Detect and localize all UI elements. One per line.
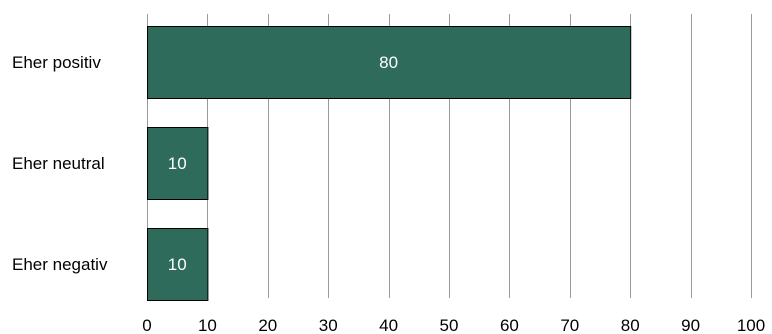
x-tick-label: 0 xyxy=(142,316,151,334)
category-label: Eher positiv xyxy=(12,53,101,72)
x-tick-label: 10 xyxy=(198,316,217,334)
x-tick-label: 100 xyxy=(737,316,765,334)
x-tick-label: 80 xyxy=(621,316,640,334)
x-tick-label: 50 xyxy=(440,316,459,334)
bar xyxy=(147,127,209,200)
x-tick-label: 20 xyxy=(258,316,277,334)
x-tick-label: 40 xyxy=(379,316,398,334)
category-labels: Eher positiv Eher neutral Eher negativ xyxy=(12,53,108,274)
category-label: Eher negativ xyxy=(12,255,108,274)
x-tick-label: 30 xyxy=(319,316,338,334)
x-tick-label: 90 xyxy=(681,316,700,334)
category-label: Eher neutral xyxy=(12,154,105,173)
x-tick-label: 60 xyxy=(500,316,519,334)
bars: 80 10 10 xyxy=(147,26,632,301)
bar xyxy=(147,228,209,301)
bar xyxy=(147,26,632,99)
x-tick-label: 70 xyxy=(560,316,579,334)
bar-value-label: 10 xyxy=(168,154,187,173)
bar-value-label: 10 xyxy=(168,255,187,274)
bar-value-label: 80 xyxy=(379,53,398,72)
x-axis-ticks: 0 10 20 30 40 50 60 70 80 90 100 xyxy=(142,316,765,334)
